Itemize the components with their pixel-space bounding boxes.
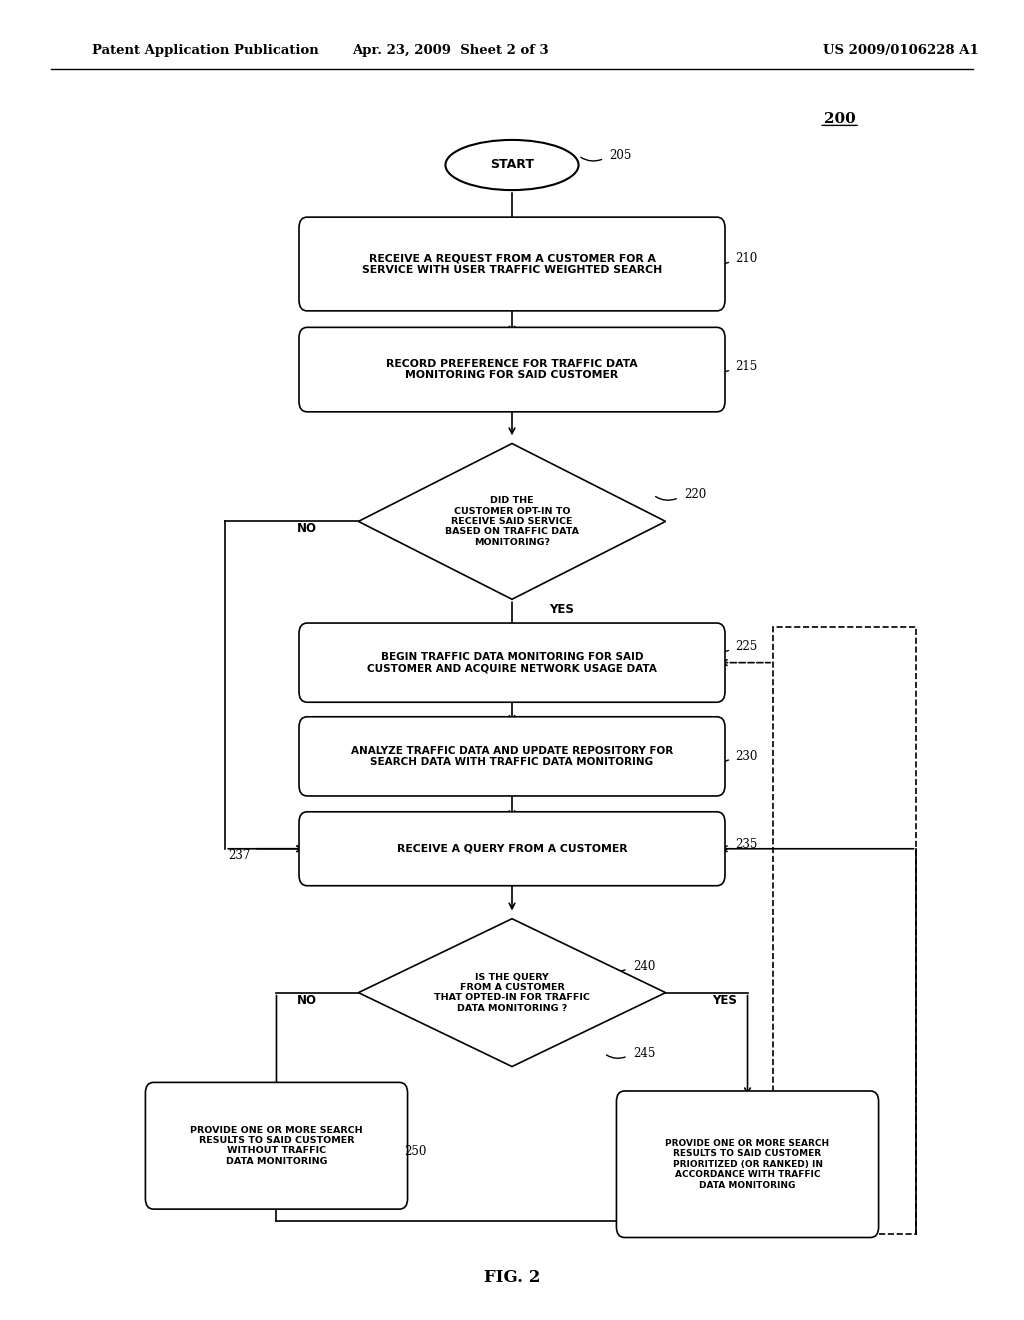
Text: RECEIVE A QUERY FROM A CUSTOMER: RECEIVE A QUERY FROM A CUSTOMER bbox=[396, 843, 628, 854]
Text: YES: YES bbox=[712, 994, 736, 1007]
Text: IS THE QUERY
FROM A CUSTOMER
THAT OPTED-IN FOR TRAFFIC
DATA MONITORING ?: IS THE QUERY FROM A CUSTOMER THAT OPTED-… bbox=[434, 973, 590, 1012]
Text: 245: 245 bbox=[633, 1047, 655, 1060]
FancyBboxPatch shape bbox=[616, 1090, 879, 1238]
Text: 215: 215 bbox=[735, 360, 758, 374]
Text: DID THE
CUSTOMER OPT-IN TO
RECEIVE SAID SERVICE
BASED ON TRAFFIC DATA
MONITORING: DID THE CUSTOMER OPT-IN TO RECEIVE SAID … bbox=[445, 496, 579, 546]
Text: PROVIDE ONE OR MORE SEARCH
RESULTS TO SAID CUSTOMER
WITHOUT TRAFFIC
DATA MONITOR: PROVIDE ONE OR MORE SEARCH RESULTS TO SA… bbox=[190, 1126, 362, 1166]
Text: Apr. 23, 2009  Sheet 2 of 3: Apr. 23, 2009 Sheet 2 of 3 bbox=[352, 44, 549, 57]
FancyBboxPatch shape bbox=[145, 1082, 408, 1209]
Text: BEGIN TRAFFIC DATA MONITORING FOR SAID
CUSTOMER AND ACQUIRE NETWORK USAGE DATA: BEGIN TRAFFIC DATA MONITORING FOR SAID C… bbox=[367, 652, 657, 673]
Polygon shape bbox=[358, 444, 666, 599]
Text: US 2009/0106228 A1: US 2009/0106228 A1 bbox=[823, 44, 979, 57]
Text: YES: YES bbox=[549, 603, 573, 616]
Ellipse shape bbox=[445, 140, 579, 190]
Text: 230: 230 bbox=[735, 750, 758, 763]
FancyBboxPatch shape bbox=[299, 327, 725, 412]
FancyBboxPatch shape bbox=[299, 216, 725, 310]
Text: ANALYZE TRAFFIC DATA AND UPDATE REPOSITORY FOR
SEARCH DATA WITH TRAFFIC DATA MON: ANALYZE TRAFFIC DATA AND UPDATE REPOSITO… bbox=[351, 746, 673, 767]
Text: 210: 210 bbox=[735, 252, 758, 265]
Text: PROVIDE ONE OR MORE SEARCH
RESULTS TO SAID CUSTOMER
PRIORITIZED (OR RANKED) IN
A: PROVIDE ONE OR MORE SEARCH RESULTS TO SA… bbox=[666, 1139, 829, 1189]
FancyBboxPatch shape bbox=[299, 717, 725, 796]
FancyBboxPatch shape bbox=[299, 812, 725, 886]
Text: 240: 240 bbox=[633, 960, 655, 973]
Text: NO: NO bbox=[297, 521, 317, 535]
Text: 237: 237 bbox=[228, 849, 251, 862]
Text: FIG. 2: FIG. 2 bbox=[483, 1270, 541, 1286]
Text: Patent Application Publication: Patent Application Publication bbox=[92, 44, 318, 57]
Text: START: START bbox=[490, 158, 534, 172]
Text: RECORD PREFERENCE FOR TRAFFIC DATA
MONITORING FOR SAID CUSTOMER: RECORD PREFERENCE FOR TRAFFIC DATA MONIT… bbox=[386, 359, 638, 380]
Text: NO: NO bbox=[297, 994, 317, 1007]
FancyBboxPatch shape bbox=[299, 623, 725, 702]
Text: 235: 235 bbox=[735, 838, 758, 851]
Text: RECEIVE A REQUEST FROM A CUSTOMER FOR A
SERVICE WITH USER TRAFFIC WEIGHTED SEARC: RECEIVE A REQUEST FROM A CUSTOMER FOR A … bbox=[361, 253, 663, 275]
Text: 250: 250 bbox=[404, 1144, 427, 1158]
Text: 220: 220 bbox=[684, 488, 707, 502]
Text: 205: 205 bbox=[609, 149, 632, 162]
Bar bbox=[773, 627, 916, 1234]
Polygon shape bbox=[358, 919, 666, 1067]
Text: 225: 225 bbox=[735, 640, 758, 653]
Text: 200: 200 bbox=[823, 112, 856, 125]
